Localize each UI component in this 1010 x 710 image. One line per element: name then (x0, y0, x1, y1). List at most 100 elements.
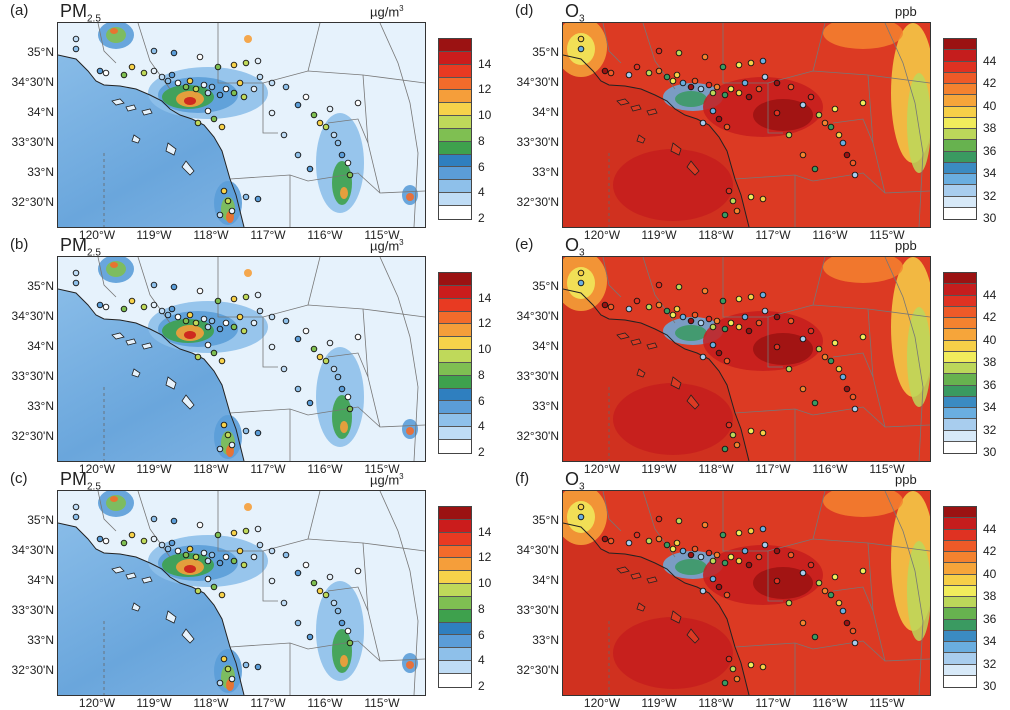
monitor-station[interactable] (230, 323, 238, 331)
monitor-station[interactable] (645, 303, 653, 311)
monitor-station[interactable] (721, 679, 729, 687)
monitor-station[interactable] (128, 531, 136, 539)
monitor-station[interactable] (721, 211, 729, 219)
monitor-station[interactable] (719, 297, 727, 305)
monitor-station[interactable] (785, 131, 793, 139)
monitor-station[interactable] (811, 165, 819, 173)
monitor-station[interactable] (216, 91, 224, 99)
monitor-station[interactable] (675, 283, 683, 291)
monitor-station[interactable] (186, 311, 194, 319)
monitor-station[interactable] (236, 313, 244, 321)
monitor-station[interactable] (725, 421, 733, 429)
monitor-station[interactable] (785, 365, 793, 373)
monitor-station[interactable] (254, 291, 262, 299)
monitor-station[interactable] (633, 531, 641, 539)
monitor-station[interactable] (741, 79, 749, 87)
monitor-station[interactable] (727, 553, 735, 561)
monitor-station[interactable] (727, 85, 735, 93)
monitor-station[interactable] (601, 301, 609, 309)
monitor-station[interactable] (72, 35, 80, 43)
monitor-station[interactable] (755, 319, 763, 327)
monitor-station[interactable] (326, 105, 334, 113)
monitor-station[interactable] (725, 187, 733, 195)
monitor-station[interactable] (306, 633, 314, 641)
monitor-station[interactable] (120, 305, 128, 313)
monitor-station[interactable] (699, 353, 707, 361)
monitor-station[interactable] (214, 63, 222, 71)
monitor-station[interactable] (679, 79, 687, 87)
monitor-station[interactable] (843, 385, 851, 393)
monitor-station[interactable] (577, 503, 585, 511)
monitor-station[interactable] (697, 85, 705, 93)
monitor-station[interactable] (208, 317, 216, 325)
monitor-station[interactable] (72, 503, 80, 511)
monitor-station[interactable] (242, 293, 250, 301)
monitor-station[interactable] (242, 427, 250, 435)
monitor-station[interactable] (128, 297, 136, 305)
monitor-station[interactable] (120, 71, 128, 79)
monitor-station[interactable] (815, 345, 823, 353)
monitor-station[interactable] (835, 599, 843, 607)
monitor-station[interactable] (601, 67, 609, 75)
monitor-station[interactable] (741, 313, 749, 321)
monitor-station[interactable] (306, 165, 314, 173)
monitor-station[interactable] (691, 545, 699, 553)
monitor-station[interactable] (254, 525, 262, 533)
monitor-station[interactable] (773, 343, 781, 351)
monitor-station[interactable] (821, 353, 829, 361)
monitor-station[interactable] (250, 553, 258, 561)
monitor-station[interactable] (338, 151, 346, 159)
monitor-station[interactable] (102, 69, 110, 77)
monitor-station[interactable] (208, 83, 216, 91)
monitor-station[interactable] (673, 305, 681, 313)
monitor-station[interactable] (196, 53, 204, 61)
monitor-station[interactable] (607, 69, 615, 77)
monitor-station[interactable] (699, 119, 707, 127)
monitor-station[interactable] (242, 59, 250, 67)
monitor-station[interactable] (633, 63, 641, 71)
monitor-station[interactable] (150, 67, 158, 75)
monitor-station[interactable] (102, 303, 110, 311)
monitor-station[interactable] (827, 591, 835, 599)
monitor-station[interactable] (220, 421, 228, 429)
monitor-station[interactable] (164, 545, 172, 553)
monitor-station[interactable] (330, 365, 338, 373)
monitor-station[interactable] (334, 139, 342, 147)
monitor-station[interactable] (268, 577, 276, 585)
monitor-station[interactable] (230, 61, 238, 69)
monitor-station[interactable] (709, 89, 717, 97)
monitor-station[interactable] (222, 553, 230, 561)
monitor-station[interactable] (230, 295, 238, 303)
monitor-station[interactable] (723, 357, 731, 365)
monitor-station[interactable] (224, 665, 232, 673)
monitor-station[interactable] (715, 115, 723, 123)
monitor-station[interactable] (759, 663, 767, 671)
monitor-station[interactable] (745, 327, 753, 335)
monitor-station[interactable] (705, 81, 713, 89)
monitor-station[interactable] (158, 541, 166, 549)
monitor-station[interactable] (218, 123, 226, 131)
monitor-station[interactable] (607, 303, 615, 311)
monitor-station[interactable] (174, 313, 182, 321)
monitor-station[interactable] (735, 61, 743, 69)
monitor-station[interactable] (200, 315, 208, 323)
monitor-station[interactable] (701, 287, 709, 295)
monitor-station[interactable] (655, 515, 663, 523)
monitor-station[interactable] (835, 131, 843, 139)
monitor-station[interactable] (715, 349, 723, 357)
monitor-station[interactable] (230, 89, 238, 97)
monitor-station[interactable] (280, 365, 288, 373)
monitor-station[interactable] (859, 567, 867, 575)
monitor-station[interactable] (168, 539, 176, 547)
monitor-station[interactable] (577, 35, 585, 43)
monitor-station[interactable] (256, 541, 264, 549)
monitor-station[interactable] (256, 307, 264, 315)
monitor-station[interactable] (96, 535, 104, 543)
monitor-station[interactable] (577, 513, 585, 521)
monitor-station[interactable] (723, 591, 731, 599)
monitor-station[interactable] (194, 119, 202, 127)
monitor-station[interactable] (310, 111, 318, 119)
monitor-station[interactable] (316, 119, 324, 127)
monitor-station[interactable] (182, 317, 190, 325)
monitor-station[interactable] (577, 45, 585, 53)
